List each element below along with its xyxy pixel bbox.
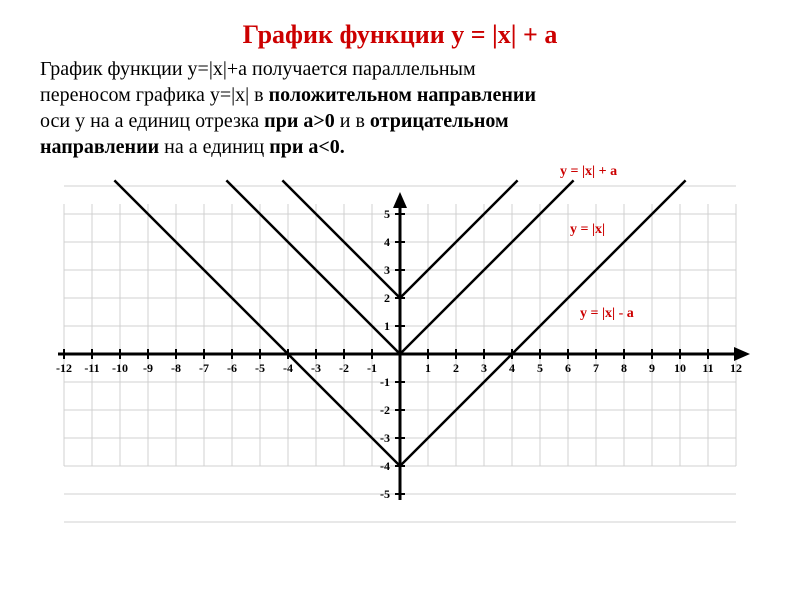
svg-text:4: 4 (509, 361, 515, 375)
svg-text:-5: -5 (380, 487, 390, 501)
description-block: График функции y=|x|+a получается паралл… (40, 56, 760, 160)
desc-l4b2: при a<0. (269, 136, 345, 158)
svg-text:-1: -1 (380, 375, 390, 389)
svg-text:3: 3 (384, 263, 390, 277)
svg-text:3: 3 (481, 361, 487, 375)
svg-text:11: 11 (702, 361, 713, 375)
svg-text:5: 5 (537, 361, 543, 375)
svg-text:-5: -5 (255, 361, 265, 375)
function-label: y = |x| - a (580, 306, 634, 322)
function-label: y = |x| (570, 222, 605, 238)
svg-text:-8: -8 (171, 361, 181, 375)
svg-text:-3: -3 (380, 431, 390, 445)
svg-text:-11: -11 (84, 361, 99, 375)
svg-text:-2: -2 (380, 403, 390, 417)
svg-text:1: 1 (384, 319, 390, 333)
svg-text:-2: -2 (339, 361, 349, 375)
desc-l3a: оси y на a единиц отрезка (40, 110, 264, 132)
svg-text:-9: -9 (143, 361, 153, 375)
desc-l4b1: направлении (40, 136, 164, 158)
svg-text:-4: -4 (283, 361, 293, 375)
svg-text:9: 9 (649, 361, 655, 375)
title-text: График функции y = |x| + a (243, 20, 558, 49)
svg-text:10: 10 (674, 361, 686, 375)
desc-l3b1: при a>0 (264, 110, 335, 132)
page-title: График функции y = |x| + a (40, 20, 760, 50)
desc-l3m: и в (335, 110, 370, 132)
svg-text:6: 6 (565, 361, 571, 375)
function-label: y = |x| + a (560, 164, 617, 180)
chart-container: -12-11-10-9-8-7-6-5-4-3-2-11234567891011… (40, 164, 760, 544)
svg-text:5: 5 (384, 207, 390, 221)
chart-svg: -12-11-10-9-8-7-6-5-4-3-2-11234567891011… (40, 164, 760, 544)
desc-l2a: переносом графика y=|x| в (40, 84, 269, 106)
desc-l4m: на a единиц (164, 136, 269, 158)
svg-text:12: 12 (730, 361, 742, 375)
svg-text:1: 1 (425, 361, 431, 375)
svg-text:7: 7 (593, 361, 599, 375)
svg-text:2: 2 (453, 361, 459, 375)
svg-text:-3: -3 (311, 361, 321, 375)
svg-text:-4: -4 (380, 459, 390, 473)
desc-l1: График функции y=|x|+a получается паралл… (40, 58, 476, 80)
svg-text:-10: -10 (112, 361, 128, 375)
svg-text:-6: -6 (227, 361, 237, 375)
svg-text:4: 4 (384, 235, 390, 249)
svg-text:2: 2 (384, 291, 390, 305)
svg-text:-1: -1 (367, 361, 377, 375)
svg-text:-12: -12 (56, 361, 72, 375)
desc-l3b2: отрицательном (370, 110, 509, 132)
desc-l2b: положительном направлении (269, 84, 536, 106)
svg-text:-7: -7 (199, 361, 209, 375)
svg-text:8: 8 (621, 361, 627, 375)
